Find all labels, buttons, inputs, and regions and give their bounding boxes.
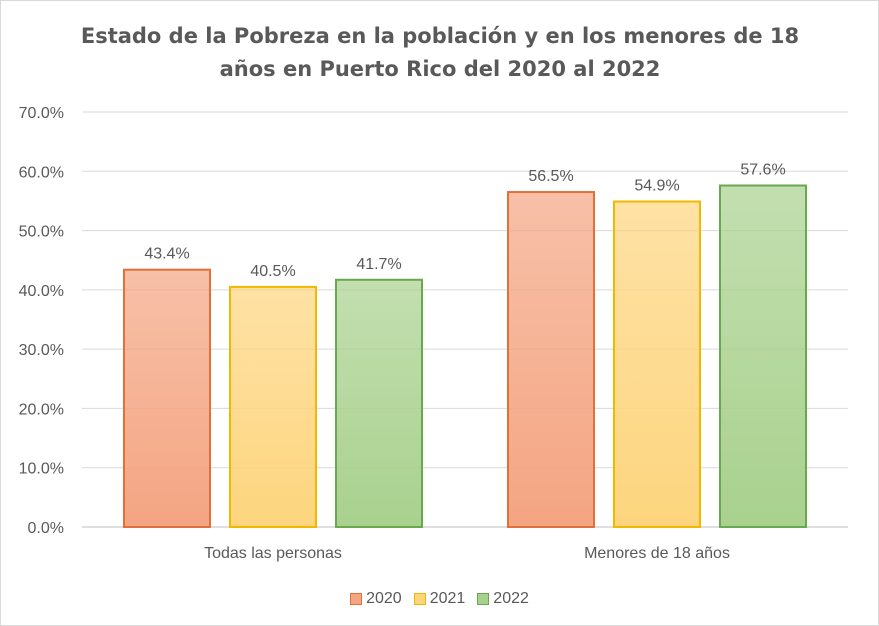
y-tick-label: 30.0% — [19, 342, 64, 359]
y-tick-label: 40.0% — [19, 283, 64, 300]
data-label: 43.4% — [144, 246, 189, 263]
y-tick-label: 50.0% — [19, 224, 64, 241]
legend-item-2020: 2020 — [350, 590, 402, 608]
category-label: Todas las personas — [204, 545, 342, 562]
legend-label: 2021 — [429, 590, 466, 607]
bar-2022-menores — [719, 184, 807, 528]
legend-swatch — [413, 593, 426, 605]
y-tick-label: 70.0% — [19, 105, 64, 122]
legend: 2020 2021 2022 — [0, 590, 879, 608]
bar-2021-todas — [229, 285, 317, 528]
chart-title: Estado de la Pobreza en la población y e… — [80, 20, 800, 86]
bar-2020-todas — [123, 268, 211, 528]
bar-2021-menores — [613, 200, 701, 528]
chart-title-line-1: Estado de la Pobreza en la población y e… — [80, 24, 800, 48]
chart-title-line-2: años en Puerto Rico del 2020 al 2022 — [219, 57, 661, 81]
data-label: 57.6% — [740, 162, 785, 179]
y-tick-label: 20.0% — [19, 401, 64, 418]
legend-label: 2020 — [366, 590, 402, 607]
data-label: 56.5% — [528, 168, 573, 185]
y-tick-label: 0.0% — [28, 520, 64, 537]
legend-label: 2022 — [493, 590, 529, 607]
data-label: 40.5% — [250, 263, 295, 280]
legend-item-2021: 2021 — [413, 590, 466, 608]
data-label: 54.9% — [634, 178, 679, 195]
data-label: 41.7% — [356, 256, 401, 273]
category-label: Menores de 18 años — [584, 545, 730, 562]
y-tick-label: 10.0% — [19, 461, 64, 478]
legend-swatch — [477, 593, 490, 605]
bar-2022-todas — [335, 278, 423, 528]
legend-item-2022: 2022 — [477, 590, 529, 608]
legend-swatch — [350, 593, 363, 605]
y-tick-label: 60.0% — [19, 164, 64, 181]
bar-2020-menores — [507, 191, 595, 529]
